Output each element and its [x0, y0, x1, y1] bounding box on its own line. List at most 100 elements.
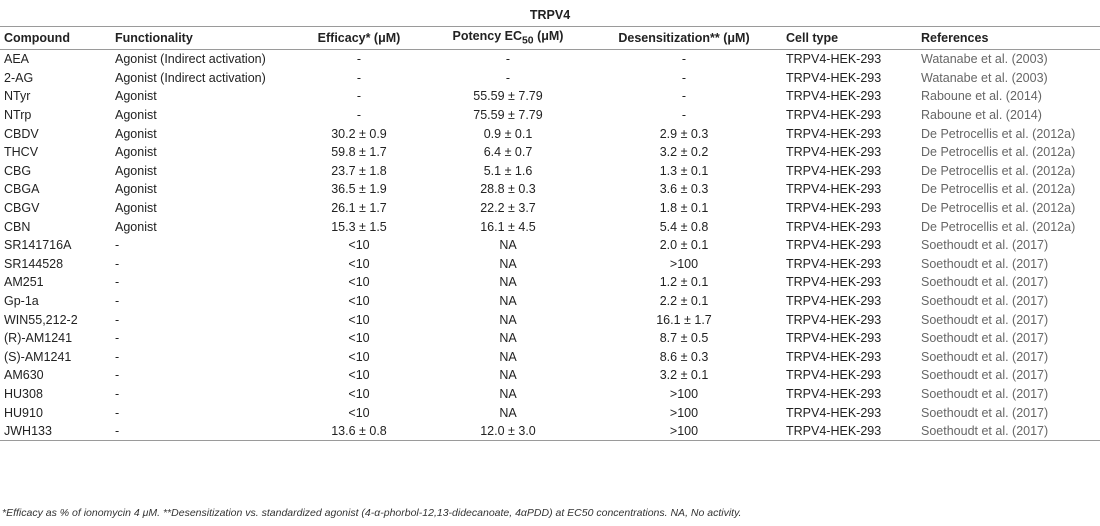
cell-efficacy: <10: [348, 368, 370, 383]
cell-efficacy: <10: [348, 275, 370, 290]
cell-desensitization: >100: [669, 256, 699, 271]
cell-cell-type: TRPV4-HEK-293: [786, 349, 882, 364]
cell-functionality: -: [115, 331, 120, 346]
cell-potency: NA: [499, 294, 517, 309]
cell-potency: NA: [499, 238, 517, 253]
cell-potency: NA: [499, 386, 517, 401]
cell-functionality: Agonist (Indirect activation): [115, 70, 266, 85]
cell-cell-type: TRPV4-HEK-293: [786, 163, 882, 178]
cell-desensitization: -: [681, 52, 687, 67]
cell-cell-type: TRPV4-HEK-293: [786, 275, 882, 290]
cell-compound: (R)-AM1241: [4, 331, 73, 346]
cell-efficacy: <10: [348, 331, 370, 346]
cell-reference: Soethoudt et al. (2017): [921, 312, 1049, 327]
cell-efficacy: <10: [348, 256, 370, 271]
cell-desensitization: 1.2 ± 0.1: [659, 275, 709, 290]
cell-potency: NA: [499, 275, 517, 290]
cell-potency: NA: [499, 331, 517, 346]
header-potency-prefix: Potency EC: [452, 29, 523, 44]
cell-reference: De Petrocellis et al. (2012a): [921, 182, 1076, 197]
table-row: NTyr Agonist - 55.59 ± 7.79 - TRPV4-HEK-293 Ra…: [0, 87, 1100, 106]
cell-efficacy: -: [356, 89, 362, 104]
cell-efficacy: <10: [348, 312, 370, 327]
cell-efficacy: <10: [348, 405, 370, 420]
table-row: AM251 - <10 NA 1.2 ± 0.1 TRPV4-HEK-293 Soethou…: [0, 273, 1100, 292]
cell-cell-type: TRPV4-HEK-293: [786, 108, 882, 123]
cell-efficacy: <10: [348, 238, 370, 253]
cell-functionality: -: [115, 405, 120, 420]
cell-functionality: Agonist: [115, 201, 157, 216]
cell-desensitization: >100: [669, 405, 699, 420]
cell-efficacy: -: [356, 52, 362, 67]
cell-desensitization: -: [681, 108, 687, 123]
cell-functionality: -: [115, 294, 120, 309]
cell-potency: 5.1 ± 1.6: [483, 163, 533, 178]
cell-reference: De Petrocellis et al. (2012a): [921, 126, 1076, 141]
cell-desensitization: 2.9 ± 0.3: [659, 126, 709, 141]
cell-cell-type: TRPV4-HEK-293: [782, 421, 917, 442]
header-cell-type: Cell type: [782, 26, 917, 50]
cell-efficacy: 36.5 ± 1.9: [331, 182, 387, 197]
cell-potency: 75.59 ± 7.79: [473, 108, 543, 123]
cell-functionality: -: [115, 275, 120, 290]
cell-compound: NTrp: [4, 108, 32, 123]
cell-desensitization: 3.2 ± 0.2: [659, 145, 709, 160]
cell-compound: HU910: [4, 405, 43, 420]
cell-compound: CBG: [4, 163, 32, 178]
cell-compound: (S)-AM1241: [4, 349, 72, 364]
header-functionality: Functionality: [111, 26, 288, 50]
cell-desensitization: 8.7 ± 0.5: [659, 331, 709, 346]
cell-compound: NTyr: [4, 89, 31, 104]
cell-reference: De Petrocellis et al. (2012a): [921, 201, 1076, 216]
cell-efficacy: 15.3 ± 1.5: [331, 219, 387, 234]
cell-potency: 12.0 ± 3.0: [430, 421, 586, 442]
cell-compound: Gp-1a: [4, 294, 39, 309]
table-row: JWH133-13.6 ± 0.8 12.0 ± 3.0 >100 TRPV4-HEK…: [0, 421, 1100, 442]
cell-desensitization: 8.6 ± 0.3: [659, 349, 709, 364]
cell-potency: 28.8 ± 0.3: [480, 182, 536, 197]
table-row: NTrp Agonist - 75.59 ± 7.79 - TRPV4-HEK-293 Ra…: [0, 106, 1100, 125]
cell-reference: Soethoudt et al. (2017): [921, 238, 1049, 253]
table-group-title: TRPV4: [0, 4, 1100, 27]
cell-compound: CBDV: [4, 126, 39, 141]
cell-functionality: Agonist: [115, 219, 157, 234]
cell-functionality: -: [115, 349, 120, 364]
cell-potency: NA: [499, 349, 517, 364]
cell-compound: WIN55,212-2: [4, 312, 78, 327]
table-row: CBGV Agonist 26.1 ± 1.7 22.2 ± 3.7 1.8 ± 0.1…: [0, 199, 1100, 218]
cell-reference: Soethoudt et al. (2017): [921, 256, 1049, 271]
table-body: AEA Agonist (Indirect activation) - - - TRPV4…: [0, 50, 1100, 442]
cell-efficacy: 23.7 ± 1.8: [331, 163, 387, 178]
table-row: (R)-AM1241 - <10 NA 8.7 ± 0.5 TRPV4-HEK-293 So…: [0, 329, 1100, 348]
cell-reference: Watanabe et al. (2003): [921, 70, 1048, 85]
cell-cell-type: TRPV4-HEK-293: [786, 312, 882, 327]
cell-desensitization: 1.3 ± 0.1: [659, 163, 709, 178]
cell-reference: De Petrocellis et al. (2012a): [921, 145, 1076, 160]
cell-efficacy: 30.2 ± 0.9: [331, 126, 387, 141]
cell-reference: Raboune et al. (2014): [921, 108, 1042, 123]
cell-potency: NA: [499, 405, 517, 420]
cell-reference: Soethoudt et al. (2017): [921, 275, 1049, 290]
table-row: SR141716A - <10 NA 2.0 ± 0.1 TRPV4-HEK-293 Soe…: [0, 236, 1100, 255]
cell-reference: Soethoudt et al. (2017): [921, 294, 1049, 309]
table-row: SR144528 - <10 NA >100 TRPV4-HEK-293 Soethoudt…: [0, 255, 1100, 274]
cell-reference: Watanabe et al. (2003): [921, 52, 1048, 67]
cell-potency: 55.59 ± 7.79: [473, 89, 543, 104]
table-row: CBN Agonist 15.3 ± 1.5 16.1 ± 4.5 5.4 ± 0.8 T…: [0, 217, 1100, 236]
cell-cell-type: TRPV4-HEK-293: [786, 219, 882, 234]
header-potency-sub: 50: [522, 35, 534, 47]
cell-compound: AM251: [4, 275, 44, 290]
cell-efficacy: 59.8 ± 1.7: [331, 145, 387, 160]
table-row: CBGA Agonist 36.5 ± 1.9 28.8 ± 0.3 3.6 ± 0.3…: [0, 180, 1100, 199]
header-references: References: [917, 26, 1100, 50]
table-row: CBDV Agonist 30.2 ± 0.9 0.9 ± 0.1 2.9 ± 0.3 T…: [0, 124, 1100, 143]
cell-cell-type: TRPV4-HEK-293: [786, 70, 882, 85]
cell-desensitization: 16.1 ± 1.7: [656, 312, 712, 327]
cell-cell-type: TRPV4-HEK-293: [786, 52, 882, 67]
header-desensitization: Desensitization** (μM): [586, 26, 782, 50]
cell-cell-type: TRPV4-HEK-293: [786, 89, 882, 104]
cell-potency: 16.1 ± 4.5: [480, 219, 536, 234]
cell-cell-type: TRPV4-HEK-293: [786, 405, 882, 420]
table-row: AEA Agonist (Indirect activation) - - - TRPV4…: [0, 50, 1100, 69]
cell-functionality: -: [111, 421, 288, 442]
